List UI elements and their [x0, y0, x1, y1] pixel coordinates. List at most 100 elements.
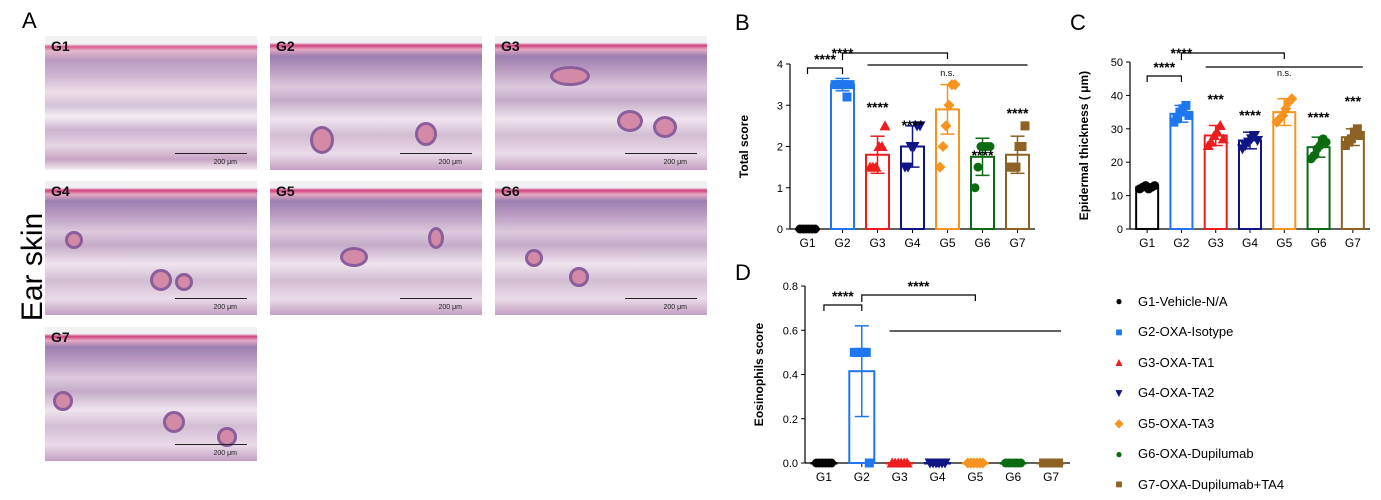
data-point [937, 141, 949, 152]
data-point [826, 458, 836, 468]
data-point [1181, 100, 1191, 110]
panel-label-d: D [735, 260, 751, 285]
panel-label-b: B [735, 10, 750, 35]
legend-item: ▲ G3-OXA-TA1 [1112, 347, 1284, 378]
legend-label: G3-OXA-TA1 [1138, 354, 1215, 370]
legend-marker-icon: ● [1115, 446, 1123, 461]
hair-follicle [217, 427, 237, 447]
data-point [870, 161, 882, 172]
legend-label: G2-OXA-Isotype [1138, 324, 1234, 340]
data-point [1211, 126, 1223, 137]
histology-tile-g6: G6 200 μm [495, 181, 707, 315]
tile-label: G5 [276, 183, 295, 199]
y-tick-label: 10 [1111, 191, 1123, 203]
scale-bar-label: 200 μm [663, 304, 688, 311]
data-point [1352, 124, 1362, 134]
data-point [810, 224, 820, 234]
data-point [949, 79, 961, 91]
legend-item: ◆ G5-OXA-TA3 [1112, 408, 1284, 439]
data-point [901, 457, 913, 468]
data-point [1286, 93, 1298, 105]
data-point [977, 457, 989, 469]
x-tick-label: G6 [1311, 236, 1327, 250]
x-tick-label: G7 [1009, 236, 1025, 250]
histology-tile-g2: G2 200 μm [270, 36, 482, 170]
significance-bracket [806, 67, 844, 74]
legend-label: G7-OXA-Dupilumab+TA4 [1138, 476, 1285, 492]
data-point [943, 99, 955, 111]
tile-label: G2 [276, 38, 295, 54]
y-tick-label: 2 [777, 142, 783, 154]
bar [1340, 136, 1365, 230]
panel-label-a: A [22, 8, 37, 33]
data-point [1150, 181, 1160, 191]
scale-bar [625, 298, 697, 299]
significance-label: n.s. [940, 68, 955, 78]
significance-label: **** [814, 51, 836, 67]
legend-item: ▼ G4-OXA-TA2 [1112, 378, 1284, 409]
x-tick-label: G1 [1139, 236, 1155, 250]
scale-bar [175, 298, 247, 299]
legend-label: G4-OXA-TA2 [1138, 385, 1215, 401]
data-point [1205, 136, 1217, 147]
x-tick-label: G3 [869, 236, 885, 250]
legend-item: ■ G7-OXA-Dupilumab+TA4 [1112, 469, 1284, 500]
tile-label: G1 [51, 38, 70, 54]
legend-marker-icon: ◆ [1114, 416, 1124, 431]
x-tick-label: G2 [854, 470, 870, 484]
y-tick-label: 30 [1111, 124, 1123, 136]
y-tick-label: 0.6 [783, 325, 798, 337]
significance-label: **** [902, 117, 924, 133]
hair-follicle [175, 273, 193, 291]
x-tick-label: G2 [1173, 236, 1189, 250]
x-tick-label: G6 [974, 236, 990, 250]
legend-marker-icon: ▼ [1113, 385, 1125, 400]
data-point [845, 80, 855, 90]
x-tick-label: G7 [1345, 236, 1361, 250]
significance-bracket [841, 52, 949, 60]
histology-tile-g4: G4 200 μm [45, 181, 257, 315]
y-tick-label: 0.2 [783, 414, 798, 426]
histology-tile-g7: G7 200 μm [45, 327, 257, 461]
y-tick-label: 4 [777, 59, 783, 71]
tile-label: G4 [51, 183, 70, 199]
scale-bar-label: 200 μm [213, 450, 238, 457]
x-tick-label: G4 [904, 236, 920, 250]
x-tick-label: G2 [834, 236, 850, 250]
data-point [914, 121, 926, 132]
bar [1272, 111, 1297, 230]
scale-bar [175, 153, 247, 154]
legend-item: ■ G2-OXA-Isotype [1112, 317, 1284, 348]
data-point [1054, 458, 1064, 468]
tile-label: G6 [501, 183, 520, 199]
y-axis-label: Total score [737, 115, 751, 178]
data-point [879, 120, 891, 131]
x-tick-label: G4 [929, 470, 945, 484]
hair-follicle [428, 227, 444, 249]
legend: ● G1-Vehicle-N/A ■ G2-OXA-Isotype ▲ G3-OXA-… [1112, 286, 1284, 500]
significance-label: **** [1239, 107, 1261, 123]
hair-follicle [53, 391, 73, 411]
data-point [1011, 162, 1021, 172]
y-tick-label: 0 [1117, 224, 1123, 236]
significance-label: **** [1153, 59, 1175, 75]
hair-follicle [415, 122, 437, 146]
legend-label: G1-Vehicle-N/A [1138, 293, 1228, 309]
scale-bar [400, 298, 472, 299]
x-tick-label: G6 [1005, 470, 1021, 484]
data-point [1020, 121, 1030, 131]
y-tick-label: 0.8 [783, 281, 798, 293]
hair-follicle [340, 247, 368, 267]
histology-tile-g1: G1 200 μm [45, 36, 257, 170]
data-point [839, 80, 849, 90]
y-tick-label: 0 [777, 224, 783, 236]
legend-marker-icon: ■ [1115, 477, 1123, 492]
data-point [939, 458, 951, 469]
histology-tile-g5: G5 200 μm [270, 181, 482, 315]
significance-label: **** [972, 147, 994, 163]
hair-follicle [310, 126, 334, 154]
x-tick-label: G5 [1276, 236, 1292, 250]
x-tick-label: G3 [1208, 236, 1224, 250]
data-point [1184, 110, 1194, 120]
